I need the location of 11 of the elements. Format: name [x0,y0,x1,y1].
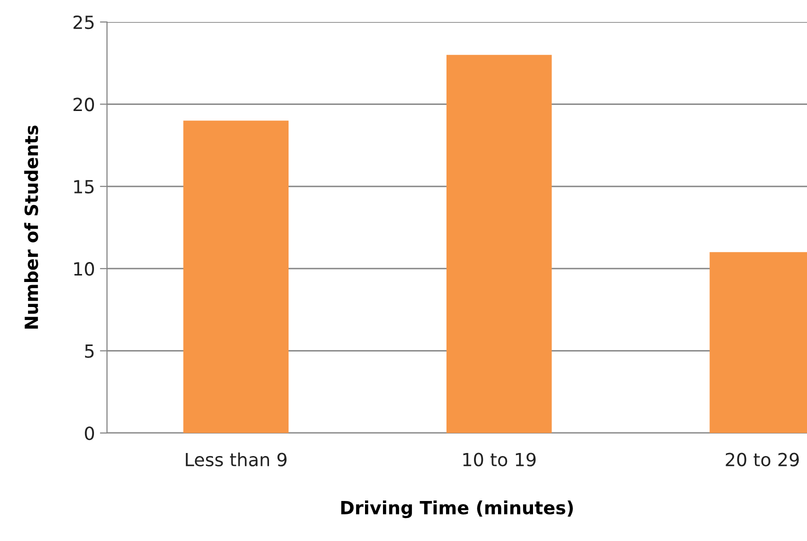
y-tick-label: 0 [84,426,94,440]
y-tick-label: 25 [74,15,94,30]
y-tick-label: 5 [85,344,94,358]
y-tick-label: 20 [74,98,94,112]
y-tick-label: 15 [74,180,94,194]
y-tick-label: 10 [74,262,94,276]
x-axis-title: Driving Time (minutes) [341,500,573,518]
x-tick-label: 10 to 19 [463,452,536,466]
y-axis-title: Number of Students [24,126,38,329]
x-tick-label: Less than 9 [186,452,287,466]
x-tick-label: 20 to 29 [726,452,799,466]
